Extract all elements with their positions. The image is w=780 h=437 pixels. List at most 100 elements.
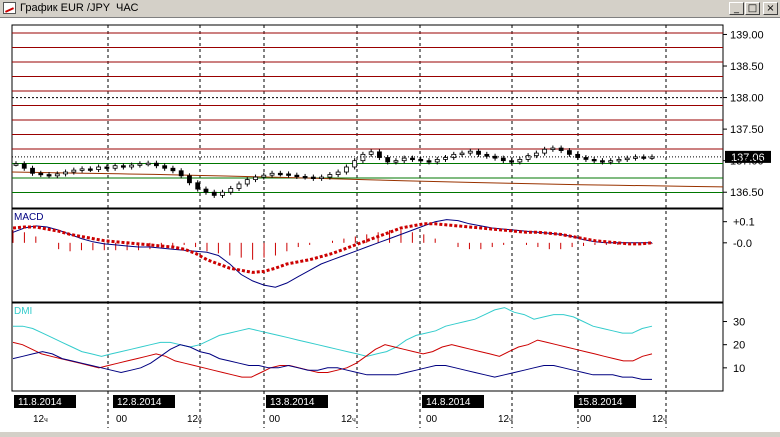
candle-body: [401, 157, 407, 162]
hour-axis-label: 00: [269, 414, 281, 425]
hour-axis-label: 12ч: [33, 414, 48, 425]
hour-value: 00: [269, 414, 281, 425]
candle-body: [244, 179, 250, 185]
candle-body: [426, 160, 432, 163]
date-label-badge: [422, 395, 484, 408]
title-bar[interactable]: График EUR /JPY ЧАС _ □ ×: [0, 0, 780, 18]
hour-value: 12: [652, 414, 664, 425]
candle-body: [368, 151, 374, 155]
candle-body: [294, 174, 300, 178]
candle-body: [418, 159, 424, 162]
candle-body: [567, 150, 572, 155]
candle-body: [112, 165, 118, 169]
candle-body: [476, 150, 481, 155]
date-axis-label: 14.8.2014: [426, 397, 471, 408]
hour-suffix: ч: [198, 417, 202, 424]
candle-body: [459, 152, 465, 156]
candle-body: [616, 159, 622, 162]
hour-axis-label: 12ч: [187, 414, 202, 425]
candle-body: [335, 171, 341, 175]
current-price-badge: [725, 150, 771, 163]
candle-body: [558, 147, 564, 151]
candle-body: [253, 176, 258, 181]
candle-body: [434, 159, 440, 163]
candle-body: [211, 191, 217, 196]
candle-body: [443, 157, 448, 160]
candle-body: [385, 157, 391, 163]
candle-body: [178, 170, 184, 177]
current-price-label: 137.06: [731, 152, 765, 164]
hour-value: 00: [116, 414, 128, 425]
hour-suffix: ч: [44, 417, 48, 424]
hour-axis-label: 00: [426, 414, 438, 425]
date-label-badge: [113, 395, 175, 408]
chart-panel-1: [11, 24, 724, 209]
chart-area[interactable]: MACD DMI 137.06 139.00 138.50 138.00 137.50 1…: [0, 18, 780, 432]
candle-body: [195, 182, 201, 190]
dmi-line: [13, 307, 653, 357]
candle-body: [228, 188, 234, 193]
window-title: График EUR /JPY ЧАС: [20, 2, 139, 14]
candle-body: [269, 172, 275, 176]
price-axis-tick-label: 139.00: [730, 29, 764, 41]
chart-panel-2: [11, 208, 724, 303]
candle-body: [633, 156, 638, 159]
dmi-axis-tick-label: 20: [733, 340, 745, 352]
macd-indicator-label: MACD: [14, 212, 43, 223]
candle-body: [575, 153, 581, 158]
maximize-button[interactable]: □: [745, 2, 760, 15]
candle-body: [154, 162, 159, 167]
candle-body: [38, 172, 44, 176]
candle-body: [129, 164, 135, 168]
date-label-badge: [14, 395, 76, 408]
candle-body: [327, 174, 333, 178]
hour-axis-label: 00: [116, 414, 128, 425]
price-axis-tick-label: 136.50: [730, 187, 764, 199]
date-label-badge: [574, 395, 636, 408]
candle-body: [310, 176, 316, 179]
adx-line: [12, 344, 652, 380]
chart-svg: MACD DMI 137.06 139.00 138.50 138.00 137.50 1…: [11, 24, 771, 428]
candle-body: [170, 167, 176, 172]
minimize-button[interactable]: _: [729, 2, 744, 15]
hour-axis-label: 12ч: [652, 414, 667, 425]
hour-value: 12: [498, 414, 510, 425]
candle-body: [21, 163, 27, 169]
hour-axis-label: 00: [580, 414, 592, 425]
hour-value: 00: [426, 414, 438, 425]
candle-body: [484, 153, 490, 157]
candle-body: [63, 171, 68, 175]
chart-panel-3: [11, 302, 724, 392]
date-axis-label: 15.8.2014: [578, 397, 623, 408]
candle-body: [550, 147, 556, 150]
candle-body: [104, 166, 110, 169]
candle-body: [137, 163, 143, 166]
date-axis-label: 11.8.2014: [18, 397, 62, 408]
hour-value: 12: [33, 414, 45, 425]
candle-body: [220, 191, 225, 196]
candle-body: [410, 157, 415, 161]
candle-body: [120, 165, 126, 168]
candle-body: [319, 176, 325, 179]
hour-suffix: ч: [509, 417, 513, 424]
candle-body: [145, 162, 151, 166]
price-axis-tick-label: 138.50: [730, 61, 764, 73]
candle-body: [360, 153, 366, 162]
candle-body: [352, 160, 358, 168]
candle-body: [203, 188, 209, 193]
candle-body: [71, 169, 77, 173]
macd-signal-line: [12, 222, 653, 274]
candle-body: [261, 174, 267, 178]
candle-body: [187, 175, 192, 184]
candle-body: [277, 172, 283, 176]
close-button[interactable]: ×: [763, 2, 778, 15]
date-label-badge: [266, 395, 328, 408]
candle-body: [46, 174, 52, 177]
price-axis-tick-label: 137.50: [730, 124, 764, 136]
candle-body: [600, 160, 605, 163]
dmi-axis-tick-label: 30: [733, 317, 745, 329]
plus-di-line: [12, 339, 653, 378]
hour-suffix: ч: [352, 417, 356, 424]
date-axis-label: 12.8.2014: [117, 397, 162, 408]
hour-value: 12: [341, 414, 353, 425]
